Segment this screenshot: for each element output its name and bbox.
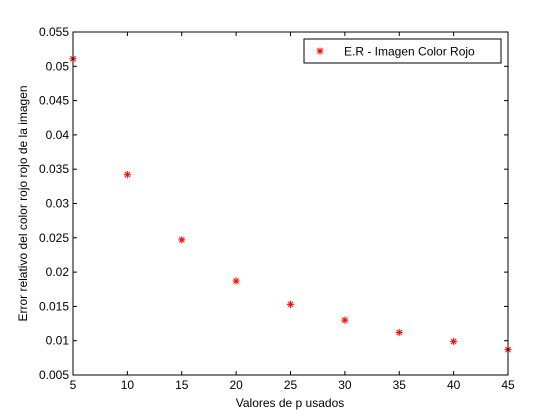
- data-point-asterisk: [123, 171, 131, 179]
- y-tick-label: 0.045: [39, 94, 69, 108]
- x-tick-label: 15: [175, 378, 189, 392]
- y-tick-label: 0.035: [39, 162, 69, 176]
- x-tick-label: 25: [284, 378, 298, 392]
- legend-entry-label: E.R - Imagen Color Rojo: [344, 45, 475, 59]
- y-axis-title: Error relativo del color rojo rojo de la…: [16, 85, 30, 321]
- data-point-asterisk: [450, 337, 458, 345]
- y-tick-label: 0.05: [46, 59, 70, 73]
- legend: E.R - Imagen Color Rojo: [303, 38, 502, 64]
- plot-frame: [72, 31, 509, 376]
- data-point-asterisk: [395, 328, 403, 337]
- data-point-asterisk: [232, 277, 240, 285]
- y-tick-label: 0.015: [39, 299, 69, 313]
- x-tick-label: 10: [121, 378, 135, 392]
- data-point-asterisk: [178, 236, 186, 244]
- x-tick-label: 30: [338, 378, 352, 392]
- x-tick-label: 5: [70, 378, 77, 392]
- y-tick-label: 0.055: [39, 25, 69, 39]
- plot-area: [73, 32, 508, 375]
- legend-box: [303, 38, 502, 64]
- y-tick-label: 0.025: [39, 231, 69, 245]
- data-point-asterisk: [341, 316, 349, 324]
- x-tick-label: 35: [393, 378, 407, 392]
- legend-asterisk-icon: [316, 47, 324, 55]
- y-tick-label: 0.03: [46, 197, 70, 211]
- x-axis-title: Valores de p usados: [236, 396, 345, 410]
- y-tick-label: 0.005: [39, 368, 69, 382]
- x-tick-label: 20: [229, 378, 243, 392]
- x-ticks: 5 10 15 20 25 30 35 40 45: [70, 32, 515, 392]
- y-ticks: 0.005 0.01 0.015 0.02 0.025 0.03 0.035 0.04 0.04…: [39, 25, 508, 382]
- legend-marker-asterisk-icon: [316, 47, 324, 55]
- y-tick-label: 0.02: [46, 265, 70, 279]
- x-tick-label: 45: [501, 378, 515, 392]
- data-point-asterisk: [286, 300, 295, 308]
- x-tick-label: 40: [447, 378, 461, 392]
- y-tick-label: 0.01: [46, 334, 70, 348]
- y-tick-label: 0.04: [46, 128, 70, 142]
